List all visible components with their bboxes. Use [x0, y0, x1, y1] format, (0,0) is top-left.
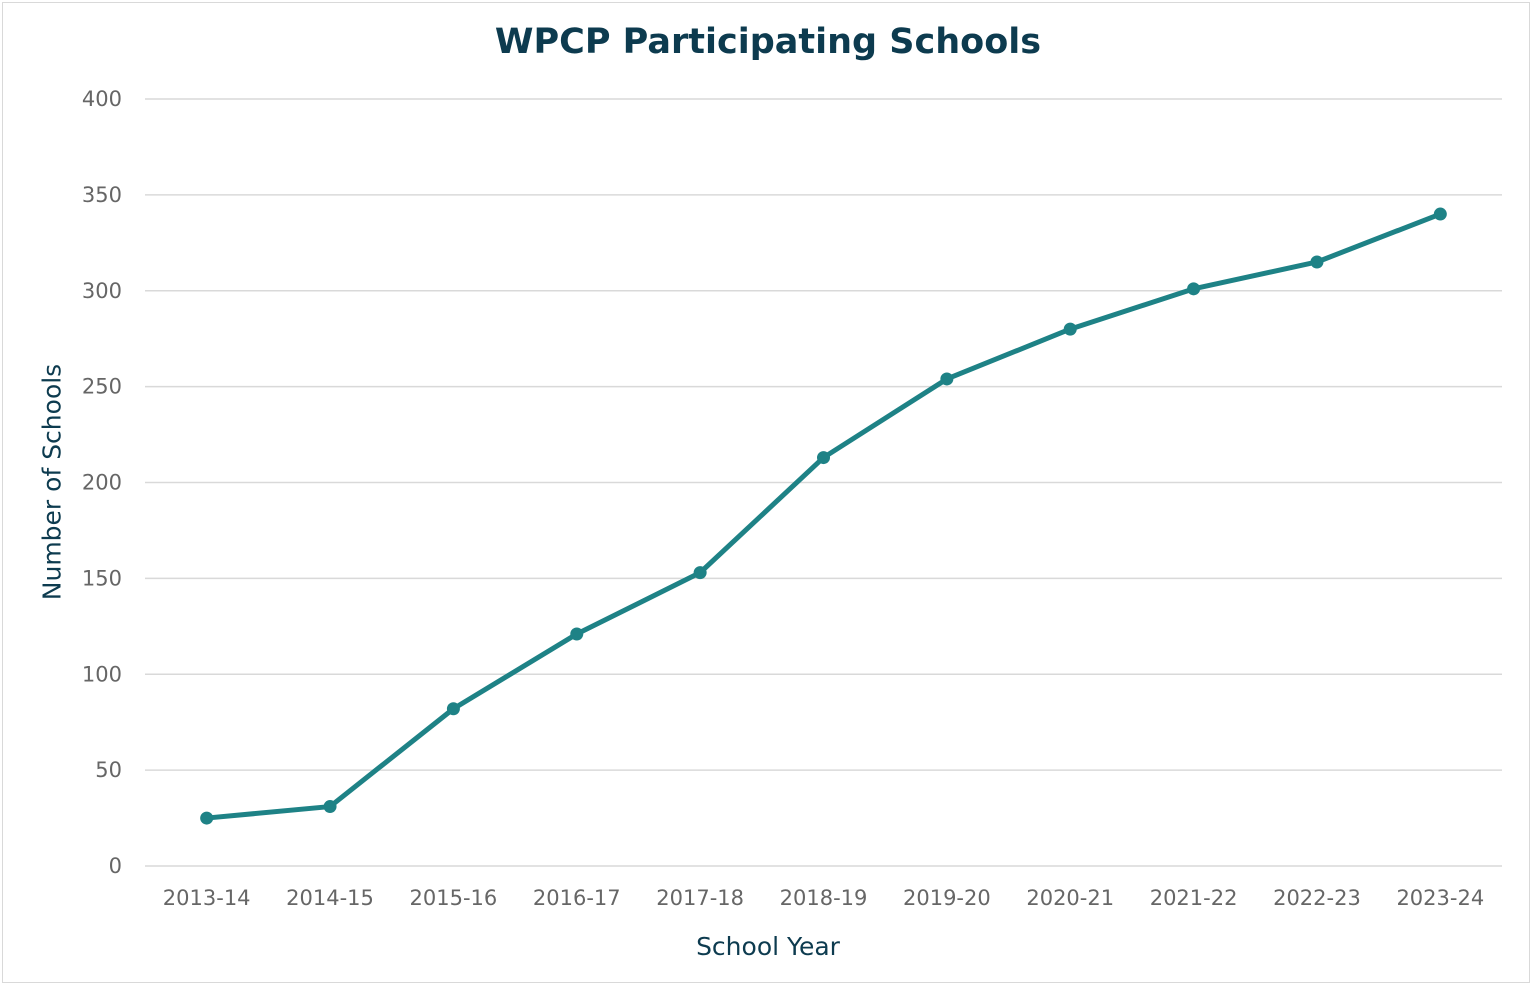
x-axis-label: School Year [696, 932, 840, 961]
x-tick-label: 2015-16 [410, 886, 498, 910]
data-point [1310, 255, 1324, 269]
data-point [570, 627, 584, 641]
data-point [200, 811, 214, 825]
x-tick-label: 2018-19 [780, 886, 868, 910]
data-point [323, 800, 337, 814]
y-tick-label: 0 [109, 854, 122, 878]
data-point [1187, 282, 1201, 296]
x-tick-label: 2016-17 [533, 886, 621, 910]
chart-title: WPCP Participating Schools [494, 22, 1042, 62]
data-point [1063, 322, 1077, 336]
x-tick-label: 2013-14 [163, 886, 251, 910]
y-tick-label: 350 [82, 183, 122, 207]
y-tick-label: 200 [82, 471, 122, 495]
x-tick-label: 2022-23 [1273, 886, 1361, 910]
data-point [446, 702, 460, 716]
y-tick-label: 400 [82, 87, 122, 111]
x-tick-label: 2023-24 [1396, 886, 1484, 910]
y-tick-label: 300 [82, 279, 122, 303]
data-point [940, 372, 954, 386]
y-tick-label: 150 [82, 566, 122, 590]
x-tick-label: 2019-20 [903, 886, 991, 910]
x-tick-label: 2014-15 [286, 886, 374, 910]
series-line [206, 211, 1442, 821]
x-tick-label: 2020-21 [1026, 886, 1114, 910]
x-tick-label: 2021-22 [1150, 886, 1238, 910]
y-tick-label: 100 [82, 662, 122, 686]
x-tick-label: 2017-18 [656, 886, 744, 910]
y-tick-label: 250 [82, 375, 122, 399]
data-point [1433, 207, 1447, 221]
data-point [817, 451, 830, 465]
y-tick-label: 50 [95, 758, 122, 782]
data-point [693, 566, 707, 580]
